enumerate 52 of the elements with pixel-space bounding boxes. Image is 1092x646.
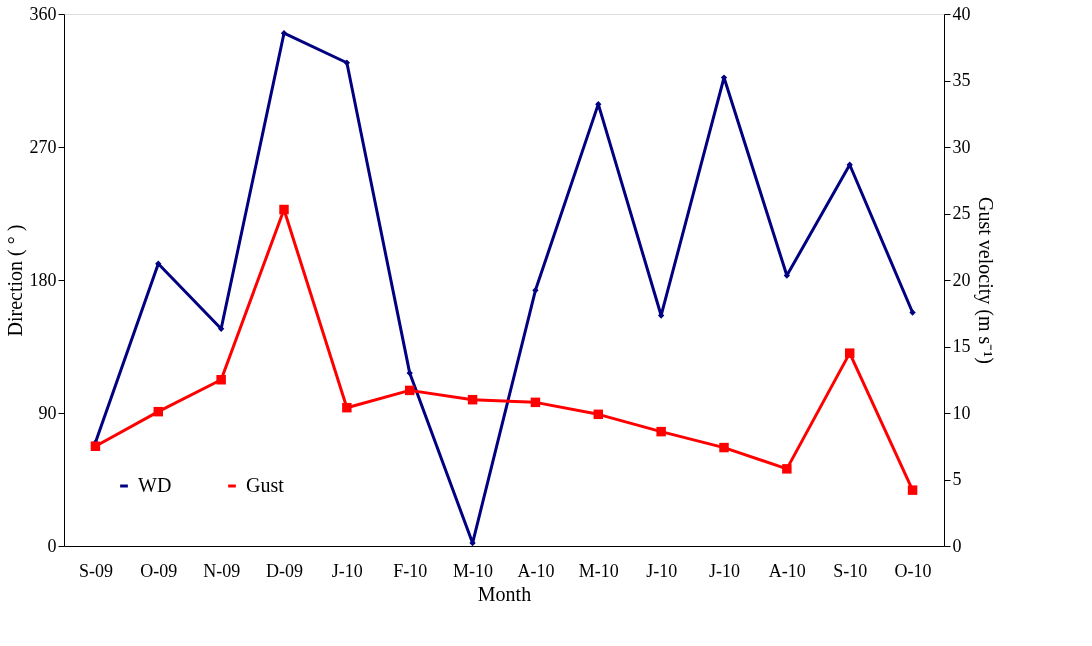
x-tick-label: J-10 <box>646 560 678 581</box>
x-tick-label: M-10 <box>453 560 494 581</box>
point <box>155 260 162 267</box>
point <box>90 441 101 451</box>
x-tick-label: S-09 <box>78 560 113 581</box>
x-tick-label: N-09 <box>203 560 241 581</box>
point <box>844 348 855 358</box>
point <box>532 287 539 294</box>
y-tick-label: 180 <box>29 269 57 290</box>
x-tick-label: O-10 <box>894 560 932 581</box>
x-axis-title: Month <box>477 582 532 605</box>
y-tick-label: 0 <box>47 535 57 556</box>
point <box>907 485 918 495</box>
point <box>719 442 729 453</box>
x-tick-label: J-10 <box>709 560 740 581</box>
y-axis-title: Direction ( ° ) <box>3 224 27 337</box>
legend-label: WD <box>138 474 172 496</box>
point <box>656 426 666 437</box>
point <box>909 309 916 316</box>
point <box>404 385 415 396</box>
y2-tick-label: 0 <box>952 535 962 556</box>
legend-label: Gust <box>246 474 285 496</box>
y2-tick-label: 15 <box>952 336 971 356</box>
y2-tick-label: 35 <box>952 70 971 90</box>
y-tick-label: 360 <box>29 3 57 24</box>
point <box>467 394 478 405</box>
y2-tick-label: 5 <box>952 469 962 489</box>
x-tick-label: A-10 <box>517 560 555 581</box>
x-tick-label: M-10 <box>578 560 619 581</box>
x-tick-label: D-09 <box>266 560 303 581</box>
point <box>406 369 413 377</box>
point <box>530 397 541 408</box>
point <box>153 406 164 417</box>
y2-tick-label: 10 <box>952 402 971 423</box>
x-tick-label: J-10 <box>331 560 363 581</box>
y-tick-label: 270 <box>29 136 57 157</box>
y2-tick-label: 30 <box>952 136 971 157</box>
y2-tick-label: 40 <box>952 3 971 24</box>
point <box>342 402 352 413</box>
y2-tick-label: 25 <box>952 203 971 223</box>
point <box>593 409 604 420</box>
y2-axis-title: Gust velocity (m s⁻¹) <box>973 197 997 364</box>
x-tick-label: F-10 <box>393 560 428 581</box>
x-tick-label: S-10 <box>833 560 868 581</box>
y2-tick-label: 20 <box>952 269 971 290</box>
point <box>343 59 351 66</box>
y-tick-label: 90 <box>38 402 57 423</box>
point <box>279 204 289 215</box>
x-tick-label: O-09 <box>140 560 178 581</box>
point <box>216 375 226 385</box>
x-tick-label: A-10 <box>768 560 806 581</box>
point <box>782 464 792 474</box>
